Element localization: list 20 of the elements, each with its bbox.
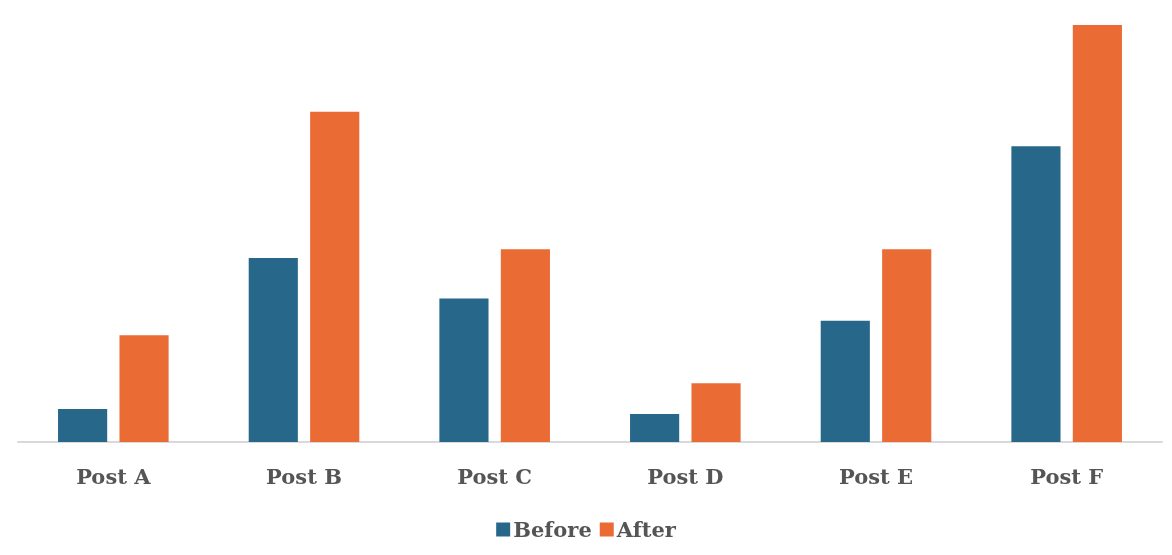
bar	[500, 249, 550, 442]
x-tick-label: Post C	[457, 464, 533, 489]
legend-label: Before	[513, 517, 592, 542]
x-tick-label: Post A	[76, 464, 152, 489]
bar	[1011, 146, 1061, 442]
bar	[439, 298, 489, 442]
bar	[1072, 25, 1122, 442]
bar	[310, 111, 360, 442]
bar	[691, 383, 741, 442]
x-tick-label: Post B	[266, 464, 342, 489]
bar	[630, 414, 680, 442]
x-tick-label: Post E	[838, 464, 914, 489]
bar	[820, 320, 870, 442]
bar	[58, 409, 108, 442]
x-tick-label: Post D	[647, 464, 724, 489]
bar	[882, 249, 932, 442]
legend-label: After	[615, 517, 677, 542]
x-tick-label: Post F	[1030, 464, 1104, 489]
bar	[248, 258, 298, 442]
bar	[119, 335, 169, 442]
